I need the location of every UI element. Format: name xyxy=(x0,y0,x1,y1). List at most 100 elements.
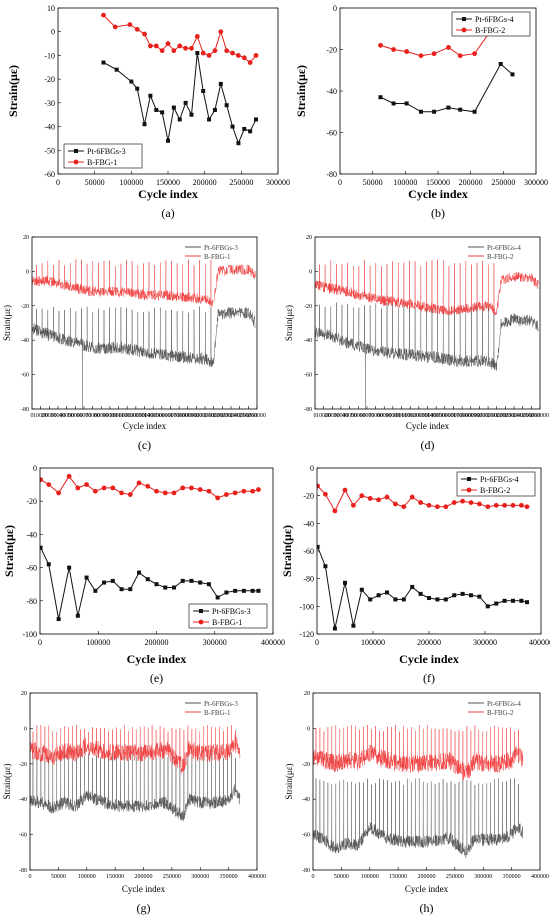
data-point xyxy=(435,597,440,602)
data-point xyxy=(180,578,185,583)
x-tick-label: 90000 xyxy=(102,413,117,419)
data-point xyxy=(206,488,212,494)
chart-a: 0 50000 100000 150000 200000 250000 300000 -60 -… xyxy=(6,4,290,220)
data-point xyxy=(254,117,258,122)
series-line-B-FBG-2 xyxy=(313,724,524,781)
data-point xyxy=(256,487,261,492)
panel-label: (c) xyxy=(138,438,151,452)
axes-frame xyxy=(339,7,537,175)
data-point xyxy=(224,590,229,595)
data-point xyxy=(418,53,424,59)
x-tick-label: 300000 xyxy=(203,638,227,647)
data-point xyxy=(189,45,194,51)
x-tick-label: 100000 xyxy=(393,178,417,187)
x-axis-label: Cycle index xyxy=(406,421,450,431)
y-tick-label: -40 xyxy=(302,797,310,803)
x-tick-label: 250000 xyxy=(163,874,181,880)
y-tick-label: 20 xyxy=(304,691,310,697)
data-point xyxy=(159,48,165,54)
y-tick-label: -80 xyxy=(302,868,310,874)
data-point xyxy=(359,587,364,592)
x-tick-label: 200000 xyxy=(418,874,436,880)
data-point xyxy=(253,53,259,58)
y-tick-label: 0 xyxy=(333,4,337,13)
chart-h: 0 50000 100000 150000 200000 250000 300000 3500… xyxy=(284,691,549,915)
data-point xyxy=(134,26,140,32)
chart-g: 0 50000 100000 150000 200000 250000 300000 3500… xyxy=(2,691,266,915)
plot-area xyxy=(32,259,256,409)
series-line-Pt-6FBGs-4 xyxy=(380,63,513,113)
legend-label: B-FBG-2 xyxy=(475,26,505,35)
y-tick-label: -80 xyxy=(304,407,312,413)
data-point xyxy=(401,504,407,510)
data-point xyxy=(451,500,457,505)
plot-area xyxy=(315,259,539,409)
legend-label: Pt-6FBGs-4 xyxy=(480,475,519,484)
data-point xyxy=(477,594,482,599)
y-tick-label: 0 xyxy=(26,269,29,275)
axes-frame xyxy=(39,467,274,635)
x-tick-label: 200000 xyxy=(193,178,217,187)
data-point xyxy=(46,562,51,567)
series-line-Pt-6FBGs-3 xyxy=(103,53,257,145)
data-point xyxy=(250,488,256,494)
data-point xyxy=(195,51,200,56)
axes-frame xyxy=(29,692,258,871)
data-point xyxy=(323,564,328,569)
x-axis-label: Cycle index xyxy=(127,652,187,666)
series-line-B-FBG-1 xyxy=(30,724,241,774)
data-point xyxy=(194,34,200,39)
y-axis-label: Strain(με) xyxy=(294,65,308,117)
legend: Pt-6FBGs-3B-FBG-1 xyxy=(185,700,238,717)
data-point xyxy=(432,109,437,114)
x-tick-label: 80000 xyxy=(94,413,109,419)
data-point xyxy=(180,485,186,491)
data-point xyxy=(472,51,477,57)
y-tick-label: 0 xyxy=(24,726,27,732)
data-point xyxy=(154,582,159,587)
data-point xyxy=(247,60,253,65)
x-tick-label: 0 xyxy=(315,638,319,647)
x-tick-label: 120000 xyxy=(127,413,145,419)
x-tick-label: 20000 xyxy=(325,413,340,419)
x-tick-label: 0 xyxy=(38,638,42,647)
data-point xyxy=(232,490,238,496)
y-tick-label: -60 xyxy=(44,170,55,179)
chart-f: 0 100000 200000 300000 400000 -120 -100 -80 -60 -… xyxy=(280,464,550,685)
data-point xyxy=(40,477,43,483)
x-tick-label: 150000 xyxy=(426,178,450,187)
data-point xyxy=(56,617,61,622)
y-axis-label: Strain(με) xyxy=(2,525,16,577)
data-point xyxy=(215,595,220,600)
panel-label: (h) xyxy=(420,901,434,915)
y-tick-label: -40 xyxy=(303,519,314,528)
data-point xyxy=(136,480,142,486)
legend-marker xyxy=(198,619,204,625)
data-point xyxy=(393,597,398,602)
data-point xyxy=(241,488,247,494)
y-tick-label: -20 xyxy=(19,762,27,768)
legend-marker xyxy=(73,159,79,165)
data-point xyxy=(446,45,451,50)
data-point xyxy=(236,53,241,58)
legend-label: B-FBG-2 xyxy=(487,709,514,717)
data-point xyxy=(171,105,176,110)
x-axis-label: Cycle index xyxy=(399,652,459,666)
y-tick-label: -100 xyxy=(22,630,37,639)
data-point xyxy=(391,101,396,106)
data-point xyxy=(242,126,247,131)
y-tick-label: 20 xyxy=(23,235,29,241)
x-tick-label: 160000 xyxy=(444,413,462,419)
x-tick-label: 190000 xyxy=(470,413,488,419)
data-point xyxy=(112,24,118,30)
x-tick-label: 140000 xyxy=(144,413,162,419)
data-point xyxy=(189,578,194,583)
data-point xyxy=(401,597,406,602)
data-point xyxy=(40,545,43,550)
panel-label: (e) xyxy=(150,671,163,685)
data-point xyxy=(332,626,337,631)
y-tick-label: 10 xyxy=(47,4,55,13)
chart-e: 0 100000 200000 300000 400000 -100 -80 -60 -40 -2… xyxy=(2,464,285,685)
x-tick-label: 250000 xyxy=(491,178,515,187)
x-tick-label: 200000 xyxy=(145,638,169,647)
